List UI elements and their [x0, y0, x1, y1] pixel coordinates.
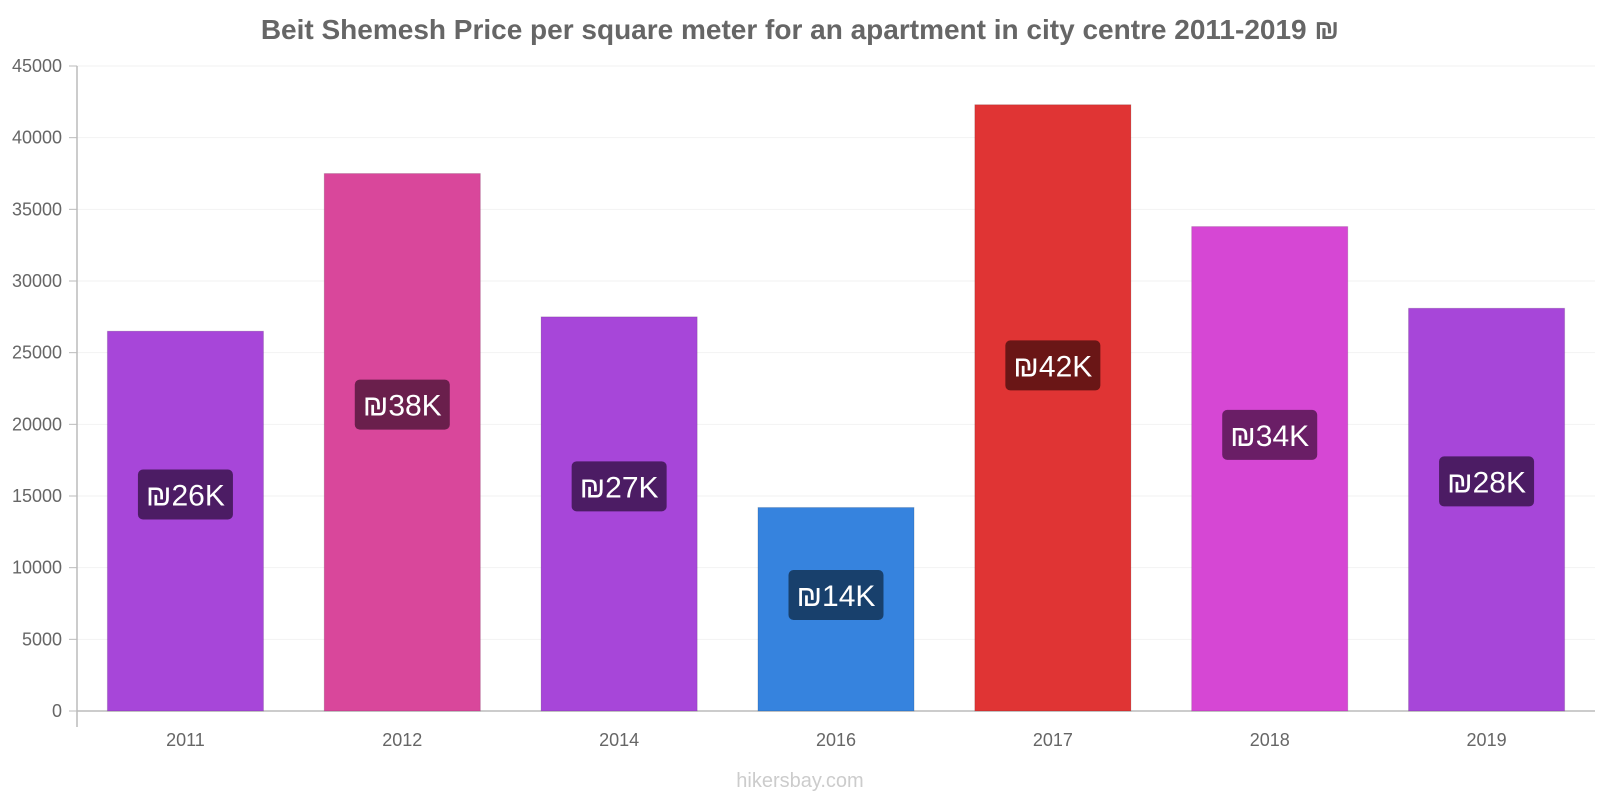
x-tick-label: 2011	[166, 730, 205, 750]
data-label-box	[1222, 409, 1318, 460]
bar	[323, 173, 481, 712]
y-tick-label: 5000	[22, 629, 62, 649]
data-label: ₪26K	[146, 479, 225, 512]
data-label-box	[1005, 340, 1101, 391]
watermark: hikersbay.com	[736, 770, 864, 792]
data-label-box	[354, 379, 450, 430]
x-tick-label: 2012	[382, 730, 422, 750]
y-tick-label: 20000	[12, 414, 62, 434]
y-tick-label: 35000	[12, 199, 62, 219]
x-tick-label: 2016	[816, 730, 856, 750]
data-label-box	[137, 469, 233, 520]
x-tick-label: 2019	[1467, 730, 1507, 750]
y-tick-label: 30000	[12, 271, 62, 291]
data-label: ₪27K	[580, 471, 659, 504]
bar	[1408, 307, 1566, 712]
data-label-box	[1439, 456, 1535, 507]
x-tick-label: 2018	[1250, 730, 1290, 750]
data-label: ₪28K	[1447, 466, 1526, 499]
data-label: ₪34K	[1230, 420, 1309, 453]
chart-title: Beit Shemesh Price per square meter for …	[260, 14, 1340, 45]
data-label: ₪42K	[1013, 350, 1092, 383]
bar	[974, 104, 1132, 712]
x-tick-label: 2017	[1033, 730, 1073, 750]
bar	[106, 330, 264, 712]
bar	[540, 316, 698, 712]
data-label: ₪38K	[363, 390, 442, 423]
y-tick-label: 25000	[12, 343, 62, 363]
data-label: ₪14K	[797, 580, 876, 613]
data-label-box	[571, 461, 667, 512]
y-tick-label: 45000	[12, 56, 62, 76]
data-label-box	[788, 569, 884, 620]
y-tick-label: 10000	[12, 558, 62, 578]
y-tick-label: 40000	[12, 128, 62, 148]
y-tick-label: 0	[52, 701, 62, 721]
y-tick-label: 15000	[12, 486, 62, 506]
bar	[1191, 226, 1349, 712]
x-tick-label: 2014	[599, 730, 639, 750]
